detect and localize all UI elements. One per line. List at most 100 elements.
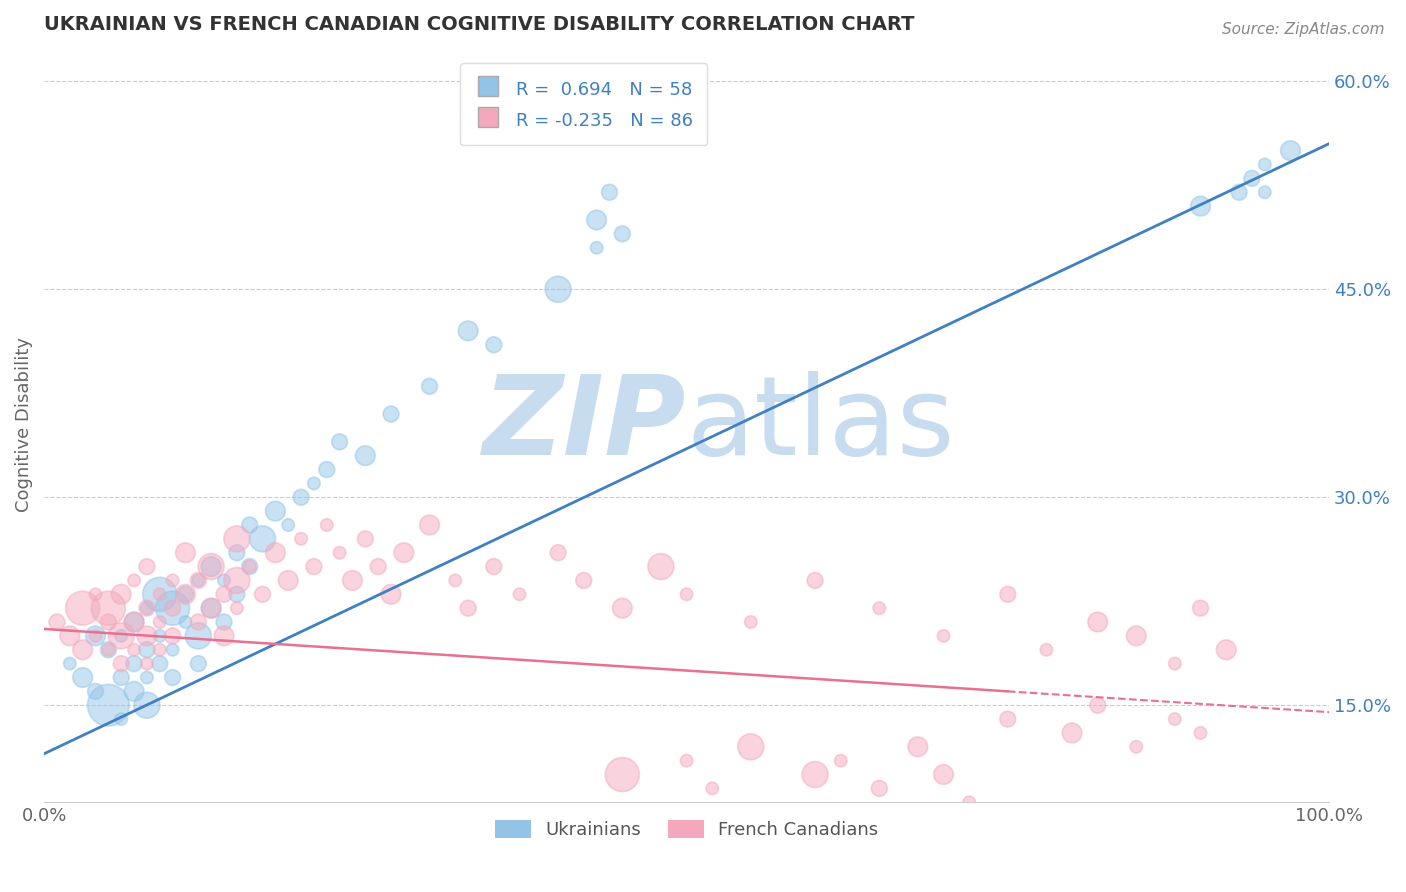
Point	[187, 657, 209, 671]
Point	[97, 601, 120, 615]
Point	[212, 615, 235, 629]
Point	[1164, 657, 1187, 671]
Point	[187, 615, 209, 629]
Point	[547, 282, 569, 296]
Point	[315, 462, 337, 476]
Text: ZIP: ZIP	[484, 371, 686, 478]
Point	[212, 587, 235, 601]
Point	[315, 518, 337, 533]
Point	[97, 698, 120, 713]
Point	[174, 587, 197, 601]
Point	[46, 615, 69, 629]
Point	[84, 629, 107, 643]
Point	[302, 476, 325, 491]
Point	[1087, 615, 1109, 629]
Point	[252, 587, 274, 601]
Point	[200, 559, 222, 574]
Point	[72, 601, 94, 615]
Point	[1254, 157, 1277, 171]
Point	[122, 642, 145, 657]
Point	[162, 574, 184, 588]
Point	[174, 615, 197, 629]
Point	[97, 642, 120, 657]
Point	[419, 379, 441, 393]
Point	[277, 518, 299, 533]
Point	[392, 546, 415, 560]
Point	[329, 546, 352, 560]
Point	[740, 615, 762, 629]
Legend: Ukrainians, French Canadians: Ukrainians, French Canadians	[488, 813, 886, 847]
Point	[354, 449, 377, 463]
Point	[1189, 726, 1212, 740]
Point	[457, 601, 479, 615]
Point	[264, 546, 287, 560]
Point	[612, 767, 634, 781]
Point	[264, 504, 287, 518]
Point	[1060, 726, 1083, 740]
Point	[830, 754, 852, 768]
Point	[239, 559, 262, 574]
Point	[97, 615, 120, 629]
Point	[187, 574, 209, 588]
Point	[1227, 186, 1250, 200]
Point	[135, 559, 157, 574]
Point	[509, 587, 531, 601]
Point	[72, 671, 94, 685]
Point	[1087, 698, 1109, 713]
Y-axis label: Cognitive Disability: Cognitive Disability	[15, 337, 32, 512]
Point	[110, 629, 132, 643]
Point	[252, 532, 274, 546]
Point	[1189, 199, 1212, 213]
Point	[1279, 144, 1302, 158]
Point	[612, 601, 634, 615]
Point	[162, 629, 184, 643]
Point	[419, 518, 441, 533]
Point	[957, 795, 980, 809]
Point	[122, 684, 145, 698]
Point	[932, 629, 955, 643]
Text: UKRAINIAN VS FRENCH CANADIAN COGNITIVE DISABILITY CORRELATION CHART: UKRAINIAN VS FRENCH CANADIAN COGNITIVE D…	[44, 15, 915, 34]
Point	[135, 671, 157, 685]
Point	[482, 337, 505, 351]
Point	[149, 587, 172, 601]
Point	[84, 684, 107, 698]
Point	[122, 657, 145, 671]
Point	[239, 518, 262, 533]
Point	[110, 587, 132, 601]
Point	[225, 587, 247, 601]
Point	[174, 546, 197, 560]
Point	[547, 546, 569, 560]
Point	[354, 532, 377, 546]
Point	[122, 615, 145, 629]
Point	[1215, 642, 1237, 657]
Point	[84, 629, 107, 643]
Point	[110, 712, 132, 726]
Point	[59, 657, 82, 671]
Point	[135, 657, 157, 671]
Point	[598, 186, 620, 200]
Point	[302, 559, 325, 574]
Point	[162, 601, 184, 615]
Point	[444, 574, 467, 588]
Point	[200, 601, 222, 615]
Point	[290, 532, 312, 546]
Point	[290, 490, 312, 504]
Point	[585, 241, 607, 255]
Point	[110, 629, 132, 643]
Point	[702, 781, 724, 796]
Point	[868, 781, 890, 796]
Point	[804, 767, 827, 781]
Point	[187, 629, 209, 643]
Point	[162, 642, 184, 657]
Point	[1189, 601, 1212, 615]
Point	[329, 434, 352, 449]
Point	[135, 601, 157, 615]
Point	[277, 574, 299, 588]
Point	[380, 407, 402, 421]
Point	[149, 629, 172, 643]
Point	[1240, 171, 1263, 186]
Point	[135, 698, 157, 713]
Point	[135, 629, 157, 643]
Point	[1125, 629, 1147, 643]
Point	[650, 559, 672, 574]
